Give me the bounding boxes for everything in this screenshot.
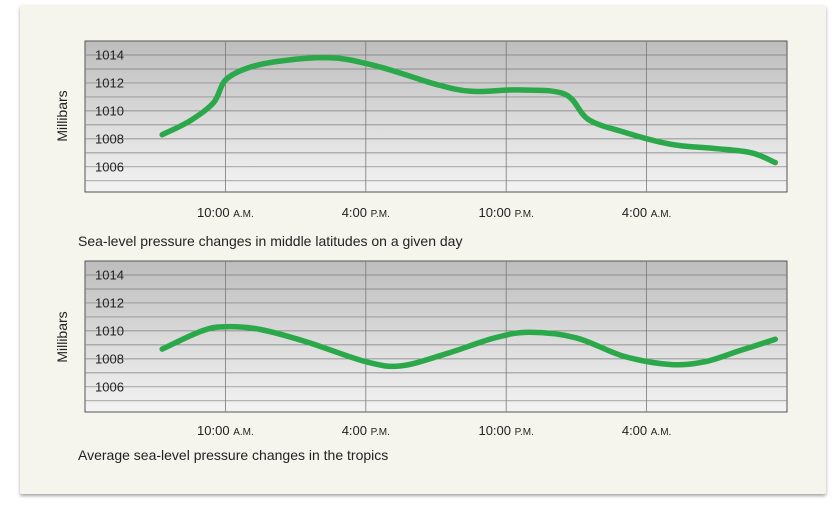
series-line	[159, 323, 779, 370]
x-tick-label: 4:00 A.M.	[622, 423, 671, 438]
x-tick-label: 10:00 A.M.	[197, 423, 254, 438]
series-line	[159, 54, 779, 166]
x-tick-label: 4:00 A.M.	[622, 205, 671, 220]
x-tick-label: 4:00 P.M.	[342, 205, 390, 220]
x-tick-label: 10:00 A.M.	[197, 205, 254, 220]
y-tick-label: 1006	[95, 379, 124, 394]
figure-panel: 1014 1012 1010 1008 1006 Millibars 10:00 A.M. 4…	[20, 5, 826, 494]
x-tick-label: 10:00 P.M.	[478, 205, 533, 220]
x-tick-label: 4:00 P.M.	[342, 423, 390, 438]
plot-area	[84, 40, 788, 193]
chart-caption: Average sea-level pressure changes in th…	[78, 447, 388, 463]
y-tick-label: 1008	[95, 351, 124, 366]
chart-caption: Sea-level pressure changes in middle lat…	[78, 233, 462, 249]
y-axis-label: Millibars	[54, 311, 70, 362]
y-tick-label: 1012	[95, 295, 124, 310]
y-tick-label: 1012	[95, 75, 124, 90]
chart-1: 1014 1012 1010 1008 1006 Millibars 10:00 A.M. 4…	[54, 40, 788, 249]
pressure-charts: 1014 1012 1010 1008 1006 Millibars 10:00 A.M. 4…	[54, 40, 788, 463]
y-tick-label: 1010	[95, 323, 124, 338]
y-tick-label: 1014	[95, 47, 124, 62]
y-tick-label: 1006	[95, 159, 124, 174]
y-tick-label: 1008	[95, 131, 124, 146]
x-tick-label: 10:00 P.M.	[478, 423, 533, 438]
chart-2: 1014 1012 1010 1008 1006 Millibars 10:00 A.M. 4…	[54, 260, 788, 463]
y-axis-label: Millibars	[54, 90, 70, 141]
y-tick-label: 1014	[95, 267, 124, 282]
y-tick-label: 1010	[95, 103, 124, 118]
